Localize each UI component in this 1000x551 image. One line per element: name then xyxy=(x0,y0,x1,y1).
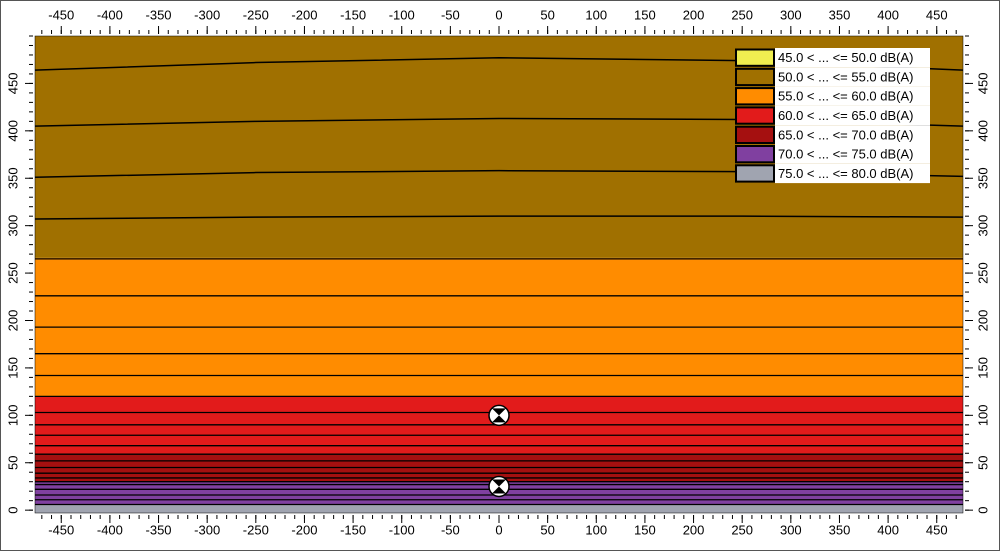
legend-row-bg xyxy=(775,48,930,68)
noise-source xyxy=(488,404,510,427)
legend-row-bg xyxy=(775,67,930,87)
x-tick-label: -50 xyxy=(441,7,460,22)
y-tick-label: 150 xyxy=(5,357,20,379)
y-tick-label: 200 xyxy=(5,310,20,332)
x-tick-label: 300 xyxy=(780,7,802,22)
x-tick-label: 300 xyxy=(780,522,802,537)
y-tick-label: 400 xyxy=(5,120,20,142)
source-symbol xyxy=(492,479,506,494)
x-tick-label: 100 xyxy=(585,522,607,537)
x-tick-label: -250 xyxy=(243,522,269,537)
y-tick-label: 300 xyxy=(975,215,990,237)
y-tick-label: 100 xyxy=(5,404,20,426)
x-tick-label: -100 xyxy=(389,522,415,537)
y-tick-label: 50 xyxy=(5,456,20,470)
x-tick-label: 350 xyxy=(829,7,851,22)
legend-swatch xyxy=(735,106,775,125)
legend-label: 70.0 < ... <= 75.0 dB(A) xyxy=(778,147,914,162)
legend-row-bg xyxy=(775,86,930,106)
x-tick-label: -200 xyxy=(291,7,317,22)
x-tick-label: 0 xyxy=(495,7,502,22)
y-tick-label: 0 xyxy=(975,507,990,514)
x-tick-label: 50 xyxy=(540,522,554,537)
x-tick-label: 0 xyxy=(495,522,502,537)
legend-row-bg xyxy=(775,125,930,145)
y-tick-label: 100 xyxy=(975,404,990,426)
noise-source xyxy=(488,475,510,498)
x-tick-label: -150 xyxy=(340,522,366,537)
legend-label: 45.0 < ... <= 50.0 dB(A) xyxy=(778,50,914,65)
y-tick-label: 450 xyxy=(5,73,20,95)
x-tick-label: 100 xyxy=(585,7,607,22)
legend-label: 50.0 < ... <= 55.0 dB(A) xyxy=(778,69,914,84)
x-tick-label: -150 xyxy=(340,7,366,22)
x-tick-label: 150 xyxy=(634,522,656,537)
x-tick-label: 400 xyxy=(877,522,899,537)
legend-label: 75.0 < ... <= 80.0 dB(A) xyxy=(778,166,914,181)
x-tick-label: 250 xyxy=(731,7,753,22)
x-tick-label: 200 xyxy=(683,7,705,22)
legend-swatch xyxy=(735,87,775,106)
legend: 45.0 < ... <= 50.0 dB(A) 50.0 < ... <= 55… xyxy=(735,48,930,184)
x-tick-label: -100 xyxy=(389,7,415,22)
x-tick-label: 200 xyxy=(683,522,705,537)
y-tick-label: 200 xyxy=(975,310,990,332)
x-tick-label: 450 xyxy=(926,7,948,22)
y-tick-label: 350 xyxy=(5,167,20,189)
x-tick-label: -350 xyxy=(146,522,172,537)
y-tick-label: 0 xyxy=(5,507,20,514)
y-tick-label: 150 xyxy=(975,357,990,379)
x-tick-label: -300 xyxy=(194,522,220,537)
legend-row-bg xyxy=(775,105,930,126)
legend-row-bg xyxy=(775,163,930,184)
legend-swatch xyxy=(735,48,775,67)
x-tick-label: 250 xyxy=(731,522,753,537)
legend-swatch xyxy=(735,67,775,87)
x-tick-label: -450 xyxy=(48,522,74,537)
plot-border xyxy=(34,35,964,514)
source-symbol xyxy=(492,408,506,423)
x-tick-label: -50 xyxy=(441,522,460,537)
legend-swatch xyxy=(735,164,775,183)
legend-label: 65.0 < ... <= 70.0 dB(A) xyxy=(778,127,914,142)
legend-swatch xyxy=(735,125,775,144)
legend-label: 60.0 < ... <= 65.0 dB(A) xyxy=(778,108,914,123)
legend-label: 55.0 < ... <= 60.0 dB(A) xyxy=(778,89,914,104)
y-tick-label: 250 xyxy=(5,262,20,284)
y-tick-label: 50 xyxy=(975,456,990,470)
x-tick-label: 400 xyxy=(877,7,899,22)
legend-swatch xyxy=(735,145,775,164)
x-tick-label: -300 xyxy=(194,7,220,22)
x-tick-label: 350 xyxy=(829,522,851,537)
noise-band xyxy=(35,504,963,513)
legend-row-bg xyxy=(775,144,930,164)
y-tick-label: 450 xyxy=(975,73,990,95)
x-tick-label: 50 xyxy=(540,7,554,22)
y-tick-label: 250 xyxy=(975,262,990,284)
x-tick-label: -350 xyxy=(146,7,172,22)
y-tick-label: 350 xyxy=(975,167,990,189)
x-tick-label: -400 xyxy=(97,7,123,22)
y-tick-label: 300 xyxy=(5,215,20,237)
y-tick-label: 400 xyxy=(975,120,990,142)
x-tick-label: 150 xyxy=(634,7,656,22)
x-tick-label: -200 xyxy=(291,522,317,537)
contour-line xyxy=(34,215,964,220)
x-tick-label: -400 xyxy=(97,522,123,537)
x-tick-label: -250 xyxy=(243,7,269,22)
x-tick-label: -450 xyxy=(48,7,74,22)
x-tick-label: 450 xyxy=(926,522,948,537)
